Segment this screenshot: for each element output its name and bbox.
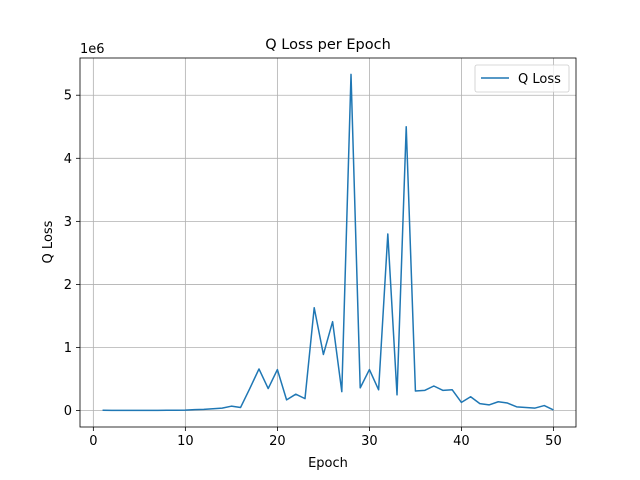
plot-area-frame [79,57,577,428]
x-tick-label: 30 [361,434,378,449]
y-tick-label: 0 [64,404,72,419]
y-tick-label: 2 [64,278,72,293]
y-axis-label: Q Loss [41,220,56,263]
y-tick-label: 1 [64,341,72,356]
x-tick-label: 0 [89,434,97,449]
chart-title: Q Loss per Epoch [265,37,391,53]
y-tick-label: 3 [64,215,72,230]
x-tick-label: 40 [453,434,470,449]
x-tick-label: 50 [545,434,562,449]
x-tick-label: 20 [269,434,286,449]
y-scale-label: 1e6 [80,42,105,57]
y-tick-label: 5 [64,89,72,104]
tick-layer: 0 10 20 30 40 50 0 1 2 3 4 5 [64,89,562,449]
series-line-q-loss [102,73,554,412]
x-tick-label: 10 [177,434,194,449]
legend: Q Loss [474,64,570,93]
y-tick-label: 4 [64,152,72,167]
x-axis-label: Epoch [308,456,348,471]
legend-box [474,64,570,93]
grid-layer [80,58,576,427]
legend-label-q-loss: Q Loss [518,72,561,87]
